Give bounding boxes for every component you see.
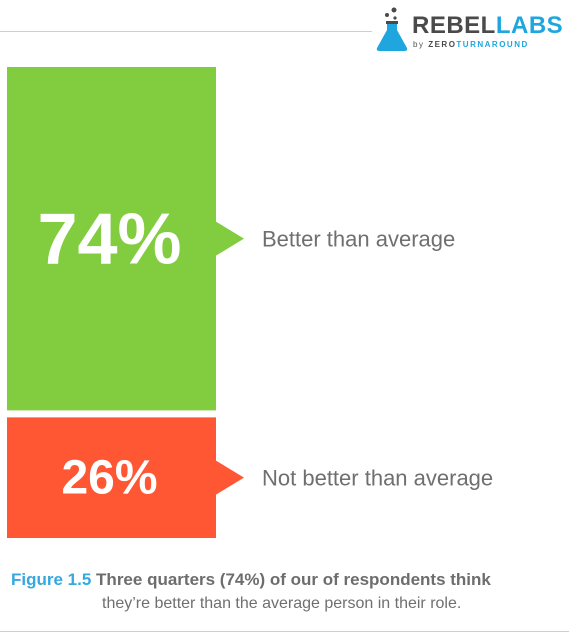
stacked-percent-chart: 74% Better than average 26% Not better than… — [7, 67, 493, 538]
flask-icon — [376, 7, 408, 51]
bar-better — [7, 67, 244, 411]
category-label-not-better: Not better than average — [262, 466, 493, 491]
byline-by: by — [413, 40, 425, 49]
rebellabs-logo: REBELLABS by ZEROTURNAROUND — [374, 4, 563, 52]
footer-rule — [0, 631, 569, 632]
value-label-better: 74% — [37, 200, 181, 280]
brand-name-rebel: REBEL — [412, 12, 496, 39]
chart-bars: 74% Better than average 26% Not better than… — [7, 67, 493, 538]
figure-number: Figure 1.5 — [11, 570, 92, 589]
byline-company-zero: ZERO — [428, 40, 457, 49]
caption-line-1: Figure 1.5 Three quarters (74%) of our o… — [11, 569, 491, 591]
bar-not-better — [7, 417, 244, 538]
byline-company-turnaround: TURNAROUND — [456, 40, 529, 49]
header-rule — [0, 31, 372, 32]
brand-name-labs: LABS — [495, 12, 564, 39]
brand-name: REBELLABS — [412, 14, 563, 38]
value-label-not-better: 26% — [61, 452, 157, 505]
caption-title: Three quarters (74%) of our of responden… — [96, 570, 491, 589]
brand-byline: by ZEROTURNAROUND — [413, 40, 529, 49]
category-label-better: Better than average — [262, 227, 455, 252]
caption-subtitle: they’re better than the average person i… — [102, 595, 462, 612]
